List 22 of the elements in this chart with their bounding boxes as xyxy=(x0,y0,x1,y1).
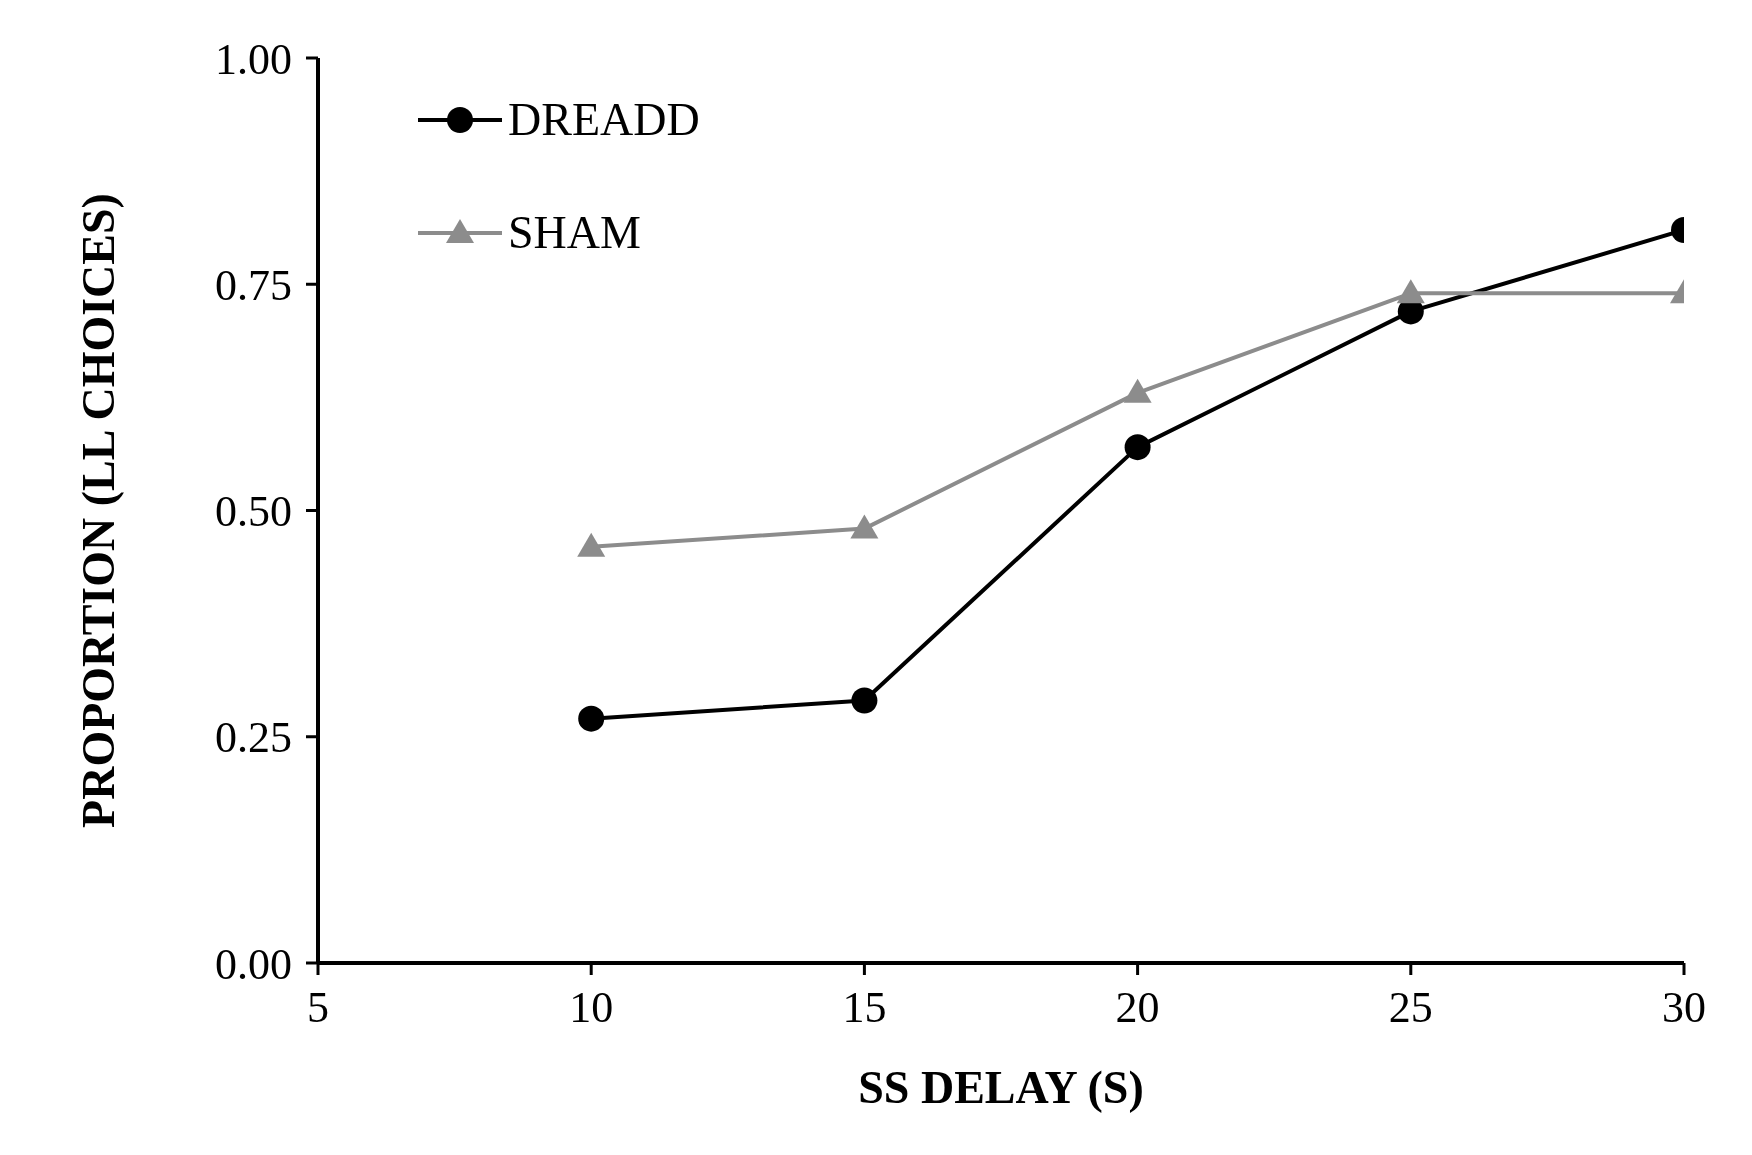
point xyxy=(578,705,605,732)
legend-label: DREADD xyxy=(508,93,700,146)
y-tick-label: 0.75 xyxy=(215,260,292,310)
point xyxy=(850,514,879,539)
x-tick-label: 30 xyxy=(1662,983,1706,1033)
point xyxy=(577,532,606,557)
x-tick-label: 5 xyxy=(307,983,329,1033)
point xyxy=(1396,279,1425,304)
x-tick-label: 25 xyxy=(1388,983,1433,1033)
y-tick-label: 0.25 xyxy=(215,713,292,763)
y-tick-label: 0.50 xyxy=(215,487,292,537)
y-axis-title: PROPORTION (LL CHOICES) xyxy=(73,193,125,828)
point xyxy=(851,687,878,714)
x-tick-label: 10 xyxy=(569,983,614,1033)
x-tick-label: 15 xyxy=(842,983,887,1033)
point xyxy=(1124,434,1151,461)
y-tick-label: 1.00 xyxy=(215,34,292,84)
point xyxy=(1123,378,1152,403)
y-tick-label: 0.00 xyxy=(215,939,292,989)
legend-label: SHAM xyxy=(508,206,641,259)
x-tick-label: 20 xyxy=(1115,983,1160,1033)
x-axis-title: SS DELAY (S) xyxy=(858,1062,1144,1113)
